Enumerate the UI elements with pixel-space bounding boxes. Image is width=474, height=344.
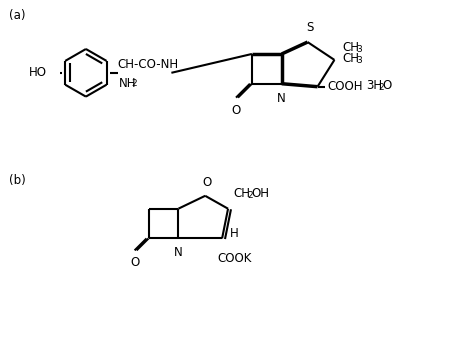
Text: NH: NH (118, 77, 136, 90)
Text: N: N (174, 246, 182, 259)
Text: 3: 3 (356, 44, 362, 54)
Text: N: N (277, 92, 286, 105)
Text: CH: CH (342, 41, 359, 54)
Text: CH-CO-NH: CH-CO-NH (118, 58, 179, 71)
Text: HO: HO (29, 66, 47, 79)
Text: (b): (b) (9, 174, 26, 187)
Text: O: O (202, 176, 212, 189)
Text: 2: 2 (132, 79, 137, 88)
Text: CH: CH (233, 187, 250, 200)
Text: COOH: COOH (328, 80, 363, 93)
Text: O: O (130, 256, 139, 269)
Text: CH: CH (342, 52, 359, 65)
Text: H: H (230, 227, 239, 240)
Text: O: O (382, 79, 392, 92)
Text: 3H: 3H (366, 79, 383, 92)
Text: 3: 3 (356, 56, 362, 65)
Text: O: O (231, 104, 241, 117)
Text: (a): (a) (9, 9, 26, 22)
Text: S: S (306, 21, 313, 34)
Text: 2: 2 (378, 83, 384, 92)
Text: COOK: COOK (217, 252, 252, 265)
Text: 2: 2 (247, 191, 253, 200)
Text: OH: OH (251, 187, 269, 200)
